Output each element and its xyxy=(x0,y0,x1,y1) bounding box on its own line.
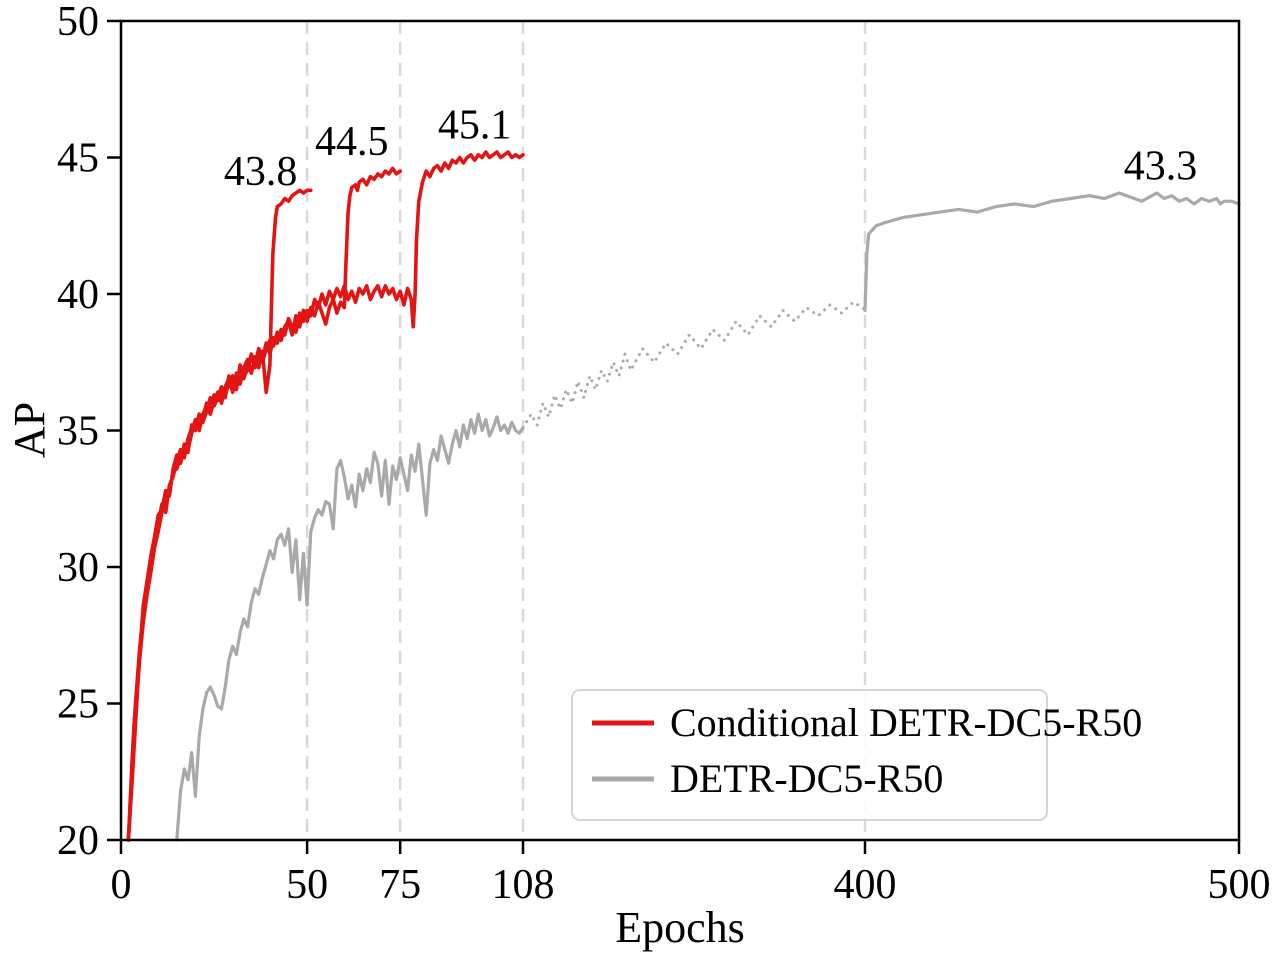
x-tick-label: 108 xyxy=(492,862,555,908)
series-layer xyxy=(126,150,1241,842)
x-tick-label: 0 xyxy=(111,862,132,908)
value-annotation: 43.3 xyxy=(1124,144,1198,190)
legend: Conditional DETR-DC5-R50 DETR-DC5-R50 xyxy=(571,689,1142,821)
y-tick-label: 20 xyxy=(57,818,99,864)
y-tick-label: 35 xyxy=(57,409,99,455)
legend-box xyxy=(571,689,1048,821)
y-tick-label: 40 xyxy=(57,272,99,318)
tick-labels-layer: 0 50 75 108 400 500 20 25 30 35 40 45 50 xyxy=(57,0,1271,908)
series-line xyxy=(126,188,313,842)
legend-label: DETR-DC5-R50 xyxy=(670,756,943,801)
y-tick-label: 25 xyxy=(57,682,99,728)
value-annotation: 44.5 xyxy=(315,119,389,165)
annotations-layer: 43.8 44.5 45.1 43.3 xyxy=(224,103,1197,195)
y-tick-label: 50 xyxy=(57,0,99,45)
x-tick-label: 50 xyxy=(286,862,328,908)
value-annotation: 43.8 xyxy=(224,149,298,195)
value-annotation: 45.1 xyxy=(438,103,512,149)
axes-layer xyxy=(107,19,1241,854)
series-line xyxy=(126,150,525,842)
series-line xyxy=(863,191,1241,312)
y-tick-label: 30 xyxy=(57,545,99,591)
series-line xyxy=(126,166,403,842)
series-line xyxy=(175,412,525,842)
y-tick-label: 45 xyxy=(57,136,99,182)
x-tick-label: 400 xyxy=(834,862,897,908)
legend-label: Conditional DETR-DC5-R50 xyxy=(670,700,1142,745)
x-tick-label: 500 xyxy=(1208,862,1271,908)
x-tick-label: 75 xyxy=(379,862,421,908)
y-axis-title: AP xyxy=(5,402,54,458)
series-line xyxy=(521,300,867,430)
x-axis-title: Epochs xyxy=(615,903,745,952)
